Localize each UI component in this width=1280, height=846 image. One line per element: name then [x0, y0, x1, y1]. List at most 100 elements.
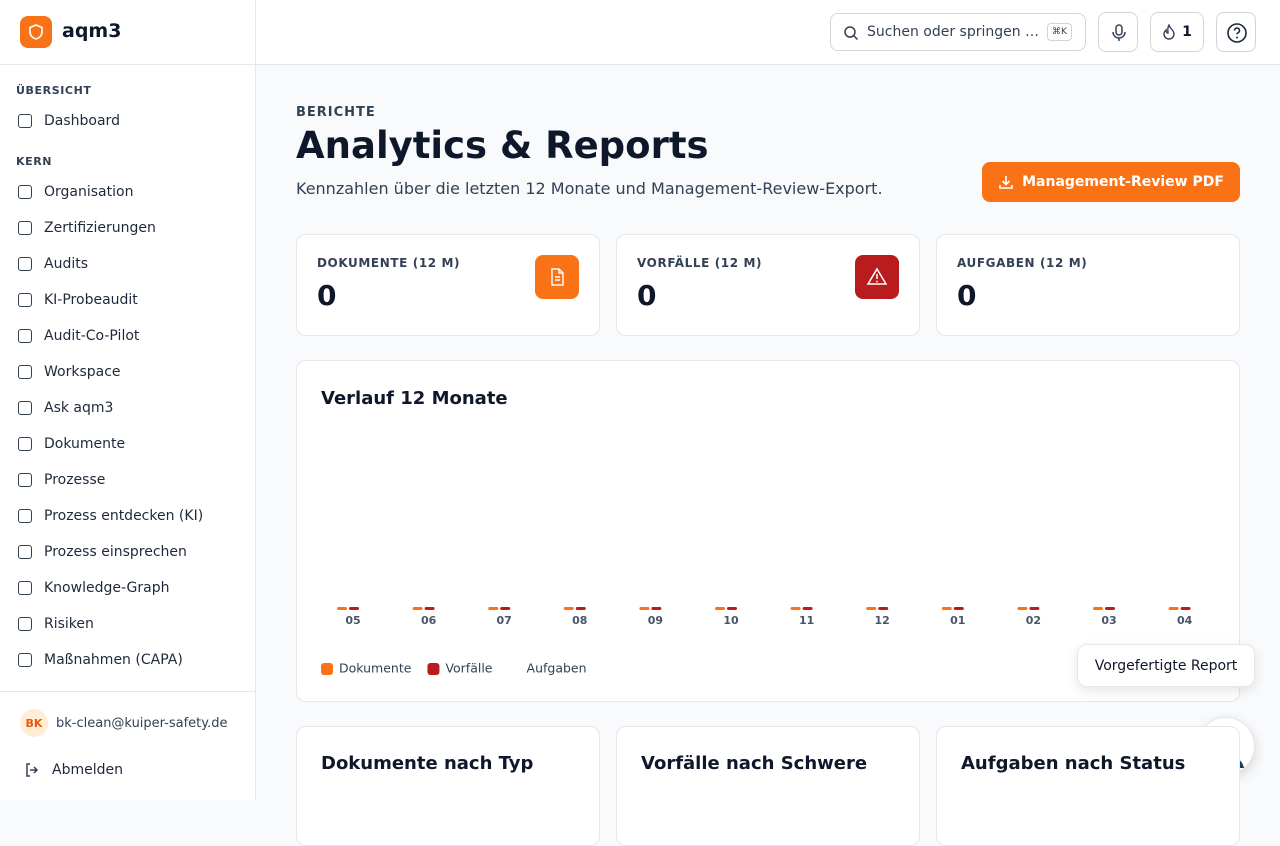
- x-tick-label: 07: [497, 614, 512, 627]
- logout-label: Abmelden: [52, 762, 123, 778]
- nav-label: Audit-Co-Pilot: [44, 328, 140, 344]
- nav-label: Organisation: [44, 184, 134, 200]
- warning-icon: [866, 267, 888, 285]
- stat-value: 0: [637, 279, 657, 312]
- chart: 05 06 07 08 09 10 11 12 01 02 03 04 Dokumente Vorfäll…: [321, 607, 1203, 676]
- panel-card: Aufgaben nach Status: [936, 726, 1240, 846]
- bar: [1168, 607, 1179, 610]
- search-icon: [844, 26, 859, 41]
- x-tick-label: 02: [1026, 614, 1041, 627]
- legend-label: Vorfälle: [445, 661, 492, 676]
- nav-icon: [18, 329, 32, 343]
- bar: [500, 607, 511, 610]
- stat-label: VORFÄLLE (12 M): [637, 256, 763, 270]
- stat-label: AUFGABEN (12 M): [957, 256, 1088, 270]
- nav-item[interactable]: KI-Probeaudit: [18, 290, 138, 310]
- nav-item[interactable]: Workspace: [18, 362, 121, 382]
- nav-label: Prozesse: [44, 472, 106, 488]
- nav-item[interactable]: Organisation: [18, 182, 133, 202]
- nav-label: Audits: [44, 256, 89, 272]
- nav-label: Knowledge-Graph: [44, 580, 170, 596]
- nav-label: Zertifizierungen: [44, 220, 156, 236]
- nav-item[interactable]: Risiken: [18, 614, 94, 634]
- stat-icon: [855, 255, 899, 299]
- bar: [512, 607, 523, 610]
- nav-item[interactable]: Zertifizierungen: [18, 218, 156, 238]
- bar: [727, 607, 737, 610]
- bar: [802, 607, 813, 610]
- bar: [412, 607, 423, 610]
- nav-item[interactable]: Dashboard: [18, 111, 120, 131]
- legend-label: Aufgaben: [527, 661, 587, 676]
- stat-icon: [535, 255, 579, 299]
- topbar: Suchen oder springen … ⌘K 1: [256, 0, 1280, 65]
- stat-label: DOKUMENTE (12 M): [317, 256, 461, 270]
- nav-label: Ask aqm3: [44, 400, 114, 416]
- legend-label: Dokumente: [339, 661, 412, 676]
- nav-item[interactable]: Audit-Co-Pilot: [18, 326, 139, 346]
- nav-icon: [18, 581, 32, 595]
- nav-item[interactable]: Ask aqm3: [18, 398, 113, 418]
- search[interactable]: Suchen oder springen … ⌘K: [830, 13, 1086, 51]
- bar: [953, 607, 964, 610]
- nav-label: Workspace: [44, 364, 121, 380]
- x-tick-label: 12: [875, 614, 890, 627]
- x-tick-label: 01: [950, 614, 965, 627]
- nav-item[interactable]: Prozess entdecken (KI): [18, 506, 203, 526]
- user-email: bk-clean@kuiper-safety.de: [56, 716, 228, 731]
- bar: [436, 607, 447, 610]
- nav-item[interactable]: Prozess einsprechen: [18, 542, 187, 562]
- x-tick-label: 10: [723, 614, 739, 627]
- panel-title: Vorfälle nach Schwere: [641, 753, 868, 774]
- nav-icon: [18, 437, 32, 451]
- shortcut: ⌘K: [1047, 23, 1072, 41]
- logout[interactable]: Abmelden: [24, 760, 123, 780]
- logo-icon: [29, 24, 43, 40]
- nav-item[interactable]: Audits: [18, 254, 88, 274]
- x-tick-label: 06: [421, 614, 437, 627]
- bar: [965, 607, 976, 610]
- nav-icon: [18, 653, 32, 667]
- nav-item[interactable]: Prozesse: [18, 470, 105, 490]
- streak-button[interactable]: 1: [1150, 12, 1204, 52]
- document-icon: [551, 268, 564, 286]
- legend-swatch: [427, 663, 440, 675]
- nav-label: Prozess einsprechen: [44, 544, 187, 560]
- mic-button[interactable]: [1098, 12, 1138, 52]
- nav-icon: [18, 293, 32, 307]
- bar: [1093, 607, 1103, 610]
- bar: [1105, 607, 1115, 610]
- chart-title: Verlauf 12 Monate: [321, 388, 508, 409]
- nav-item[interactable]: Knowledge-Graph: [18, 578, 169, 598]
- section-title: ÜBERSICHT: [16, 84, 92, 97]
- page-subtitle: Kennzahlen über die letzten 12 Monate un…: [296, 179, 883, 198]
- nav-item[interactable]: Maßnahmen (CAPA): [18, 650, 183, 670]
- navigation: ÜBERSICHT Dashboard KERN Organisation Zertif…: [0, 64, 255, 691]
- mic-icon: [1112, 24, 1126, 41]
- nav-label: Maßnahmen (CAPA): [44, 652, 183, 668]
- panel-card: Dokumente nach Typ: [296, 726, 600, 846]
- export-label: Management-Review PDF: [1022, 174, 1224, 190]
- nav-icon: [18, 473, 32, 487]
- assistant-tooltip: Vorgefertigte Report: [1077, 644, 1255, 687]
- export-button[interactable]: Management-Review PDF: [982, 162, 1240, 202]
- x-tick-label: 05: [345, 614, 360, 627]
- nav-icon: [18, 221, 32, 235]
- nav-icon: [18, 185, 32, 199]
- help-button[interactable]: [1216, 12, 1256, 52]
- nav-item[interactable]: Dokumente: [18, 434, 125, 454]
- section-title: KERN: [16, 155, 53, 168]
- bar: [361, 607, 371, 610]
- bar: [337, 607, 347, 610]
- bar: [1017, 607, 1028, 610]
- nav-label: Dokumente: [44, 436, 126, 452]
- nav-label: Dashboard: [44, 113, 120, 129]
- bar: [790, 607, 801, 610]
- stat-card: VORFÄLLE (12 M) 0: [616, 234, 920, 336]
- bar: [941, 607, 952, 610]
- panel-title: Dokumente nach Typ: [321, 753, 534, 774]
- logo: [20, 16, 52, 48]
- brand: aqm3: [62, 20, 122, 42]
- bar: [739, 607, 749, 610]
